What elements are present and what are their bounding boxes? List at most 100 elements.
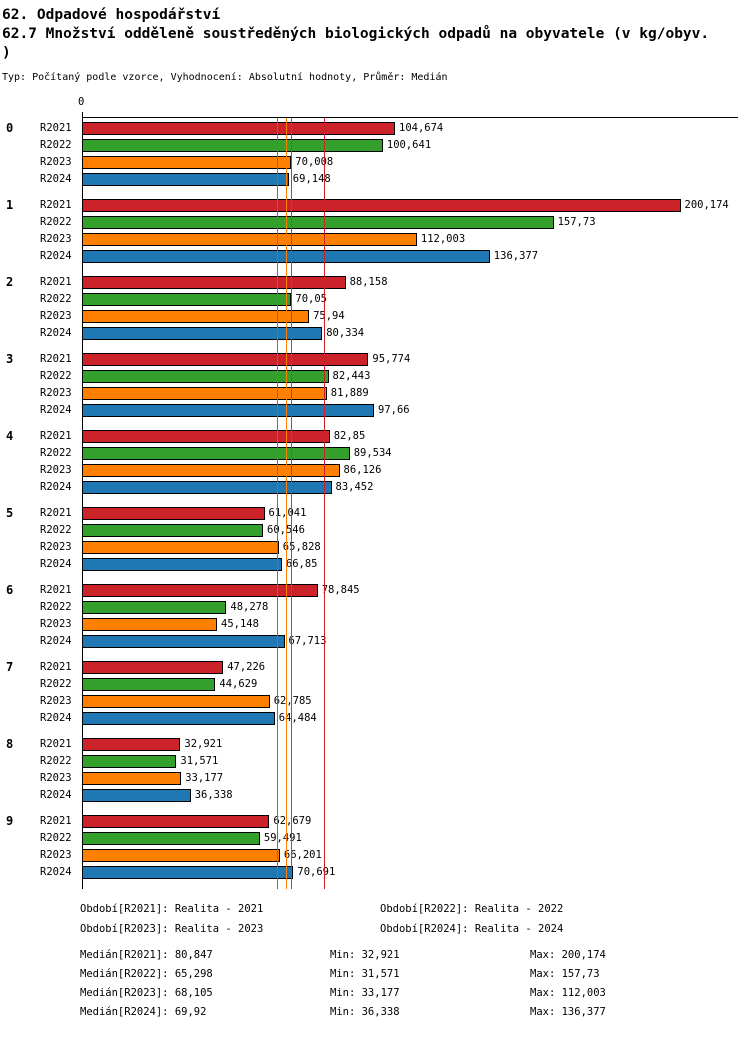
- series-row-label: R2021: [40, 430, 72, 442]
- value-label: 80,334: [326, 327, 365, 339]
- series-row-label: R2023: [40, 387, 72, 399]
- series-row-label: R2024: [40, 173, 72, 185]
- bar-r2021-group6: [82, 584, 318, 597]
- bar-r2023-group1: [82, 233, 417, 246]
- series-row-label: R2023: [40, 772, 72, 784]
- bar-r2023-group3: [82, 387, 327, 400]
- stats-panel: Medián[R2021]: 80,847 Min: 32,921 Max: 2…: [80, 949, 750, 1018]
- bar-r2023-group0: [82, 156, 292, 169]
- bar-r2024-group5: [82, 558, 282, 571]
- chart-subtitle-line-1: 62.7 Množství odděleně soustředěných bio…: [2, 26, 710, 42]
- value-label: 64,484: [278, 712, 317, 724]
- series-row-label: R2022: [40, 524, 72, 536]
- chart-subtitle-line-2: ): [2, 45, 11, 61]
- stat-max-r2021: Max: 200,174: [530, 949, 606, 961]
- bar-group-5: 5 R2021 61,041 R202260,546 R2023 65,828 R2024 6…: [0, 505, 750, 573]
- category-axis-line: [82, 118, 83, 889]
- series-row-label: R2022: [40, 678, 72, 690]
- series-row-label: R2024: [40, 635, 72, 647]
- value-label: 78,845: [321, 584, 360, 596]
- group-label: 6: [6, 583, 14, 597]
- value-label: 31,571: [180, 755, 219, 767]
- bar-r2021-group0: [82, 122, 395, 135]
- bar-row-1-r2023: R2023 112,003: [0, 231, 750, 248]
- bar-r2023-group8: [82, 772, 182, 785]
- bar-r2023-group6: [82, 618, 217, 631]
- bar-row-5-r2022: R202260,546: [0, 522, 750, 539]
- series-row-label: R2021: [40, 199, 72, 211]
- bar-row-2-r2022: R2022 70,05: [0, 291, 750, 308]
- value-label: 70,05: [295, 293, 327, 305]
- series-row-label: R2024: [40, 481, 72, 493]
- group-label: 4: [6, 429, 14, 443]
- series-row-label: R2021: [40, 738, 72, 750]
- value-label: 157,73: [557, 216, 596, 228]
- page-title: 62. Odpadové hospodářství: [2, 7, 221, 23]
- bar-row-8-r2021: 8 R2021 32,921: [0, 736, 750, 753]
- bar-group-6: 6 R2021 78,845 R2022 48,278 R2023 45,148 R2024 6…: [0, 582, 750, 650]
- series-row-label: R2024: [40, 250, 72, 262]
- group-label: 1: [6, 198, 14, 212]
- bar-group-1: 1 R2021 200,174 R2022 157,73 R2023 112,003 R202…: [0, 197, 750, 265]
- value-label: 66,85: [285, 558, 318, 570]
- bar-row-0-r2024: R2024 69,148: [0, 171, 750, 188]
- bar-r2022-group3: [82, 370, 329, 383]
- value-label: 104,674: [399, 122, 444, 134]
- value-label: 95,774: [372, 353, 411, 365]
- value-label: 82,85: [333, 430, 366, 442]
- series-row-label: R2022: [40, 293, 72, 305]
- bar-row-0-r2022: R2022 100,641: [0, 137, 750, 154]
- bar-r2022-group0: [82, 139, 383, 152]
- stat-median-r2024: Medián[R2024]: 69,92: [80, 1006, 207, 1018]
- value-label: 62,785: [273, 695, 312, 707]
- bar-r2022-group9: [82, 832, 260, 845]
- plot-area: 0 R2021 104,674 R2022 100,641 R2023 70,008 R202…: [0, 118, 750, 889]
- bar-row-9-r2022: R2022 59,491: [0, 830, 750, 847]
- bar-group-9: 9 R2021 62,679 R2022 59,491 R2023 66,201 R2024 7…: [0, 813, 750, 881]
- series-row-label: R2022: [40, 139, 72, 151]
- bar-row-4-r2023: R2023 86,126: [0, 462, 750, 479]
- bar-r2024-group4: [82, 481, 332, 494]
- value-label: 86,126: [343, 464, 382, 476]
- series-row-label: R2024: [40, 404, 72, 416]
- bar-row-9-r2023: R2023 66,201: [0, 847, 750, 864]
- value-label: 100,641: [386, 139, 432, 151]
- value-label: 70,008: [295, 156, 334, 168]
- stat-min-r2024: Min: 36,338: [330, 1006, 400, 1018]
- bar-row-5-r2021: 5 R2021 61,041: [0, 505, 750, 522]
- bar-row-3-r2021: 3 R2021 95,774: [0, 351, 750, 368]
- bar-r2021-group2: [82, 276, 346, 289]
- series-row-label: R2023: [40, 695, 72, 707]
- axis-line: [82, 117, 738, 118]
- bar-r2021-group9: [82, 815, 270, 828]
- bar-group-7: 7 R2021 47,226 R2022 44,629 R2023 62,785 R2024 6…: [0, 659, 750, 727]
- bar-row-4-r2022: R2022 89,534: [0, 445, 750, 462]
- value-axis: 0: [0, 96, 750, 118]
- group-label: 2: [6, 275, 14, 289]
- bar-row-4-r2021: 4 R2021 82,85: [0, 428, 750, 445]
- series-row-label: R2022: [40, 447, 72, 459]
- bar-row-7-r2022: R2022 44,629: [0, 676, 750, 693]
- group-label: 9: [6, 814, 14, 828]
- bar-group-0: 0 R2021 104,674 R2022 100,641 R2023 70,008 R202…: [0, 120, 750, 188]
- value-label: 62,679: [273, 815, 312, 827]
- stat-min-r2022: Min: 31,571: [330, 968, 400, 980]
- stat-median-r2022: Medián[R2022]: 65,298: [80, 968, 213, 980]
- stat-max-r2022: Max: 157,73: [530, 968, 600, 980]
- median-line-r2022: [277, 118, 279, 889]
- bar-group-2: 2 R2021 88,158 R2022 70,05 R2023 75,94 R2024 80,…: [0, 274, 750, 342]
- bar-row-4-r2024: R2024 83,452: [0, 479, 750, 496]
- value-label: 81,889: [330, 387, 369, 399]
- bar-row-1-r2024: R2024 136,377: [0, 248, 750, 265]
- value-label: 61,041: [268, 507, 307, 519]
- series-row-label: R2022: [40, 370, 72, 382]
- bar-r2021-group7: [82, 661, 224, 674]
- bar-r2024-group2: [82, 327, 323, 340]
- value-label: 65,828: [282, 541, 321, 553]
- value-label: 47,226: [227, 661, 266, 673]
- series-row-label: R2023: [40, 233, 72, 245]
- bar-r2021-group3: [82, 353, 369, 366]
- bar-row-3-r2024: R2024 97,66: [0, 402, 750, 419]
- bar-row-5-r2024: R2024 66,85: [0, 556, 750, 573]
- bar-row-3-r2023: R2023 81,889: [0, 385, 750, 402]
